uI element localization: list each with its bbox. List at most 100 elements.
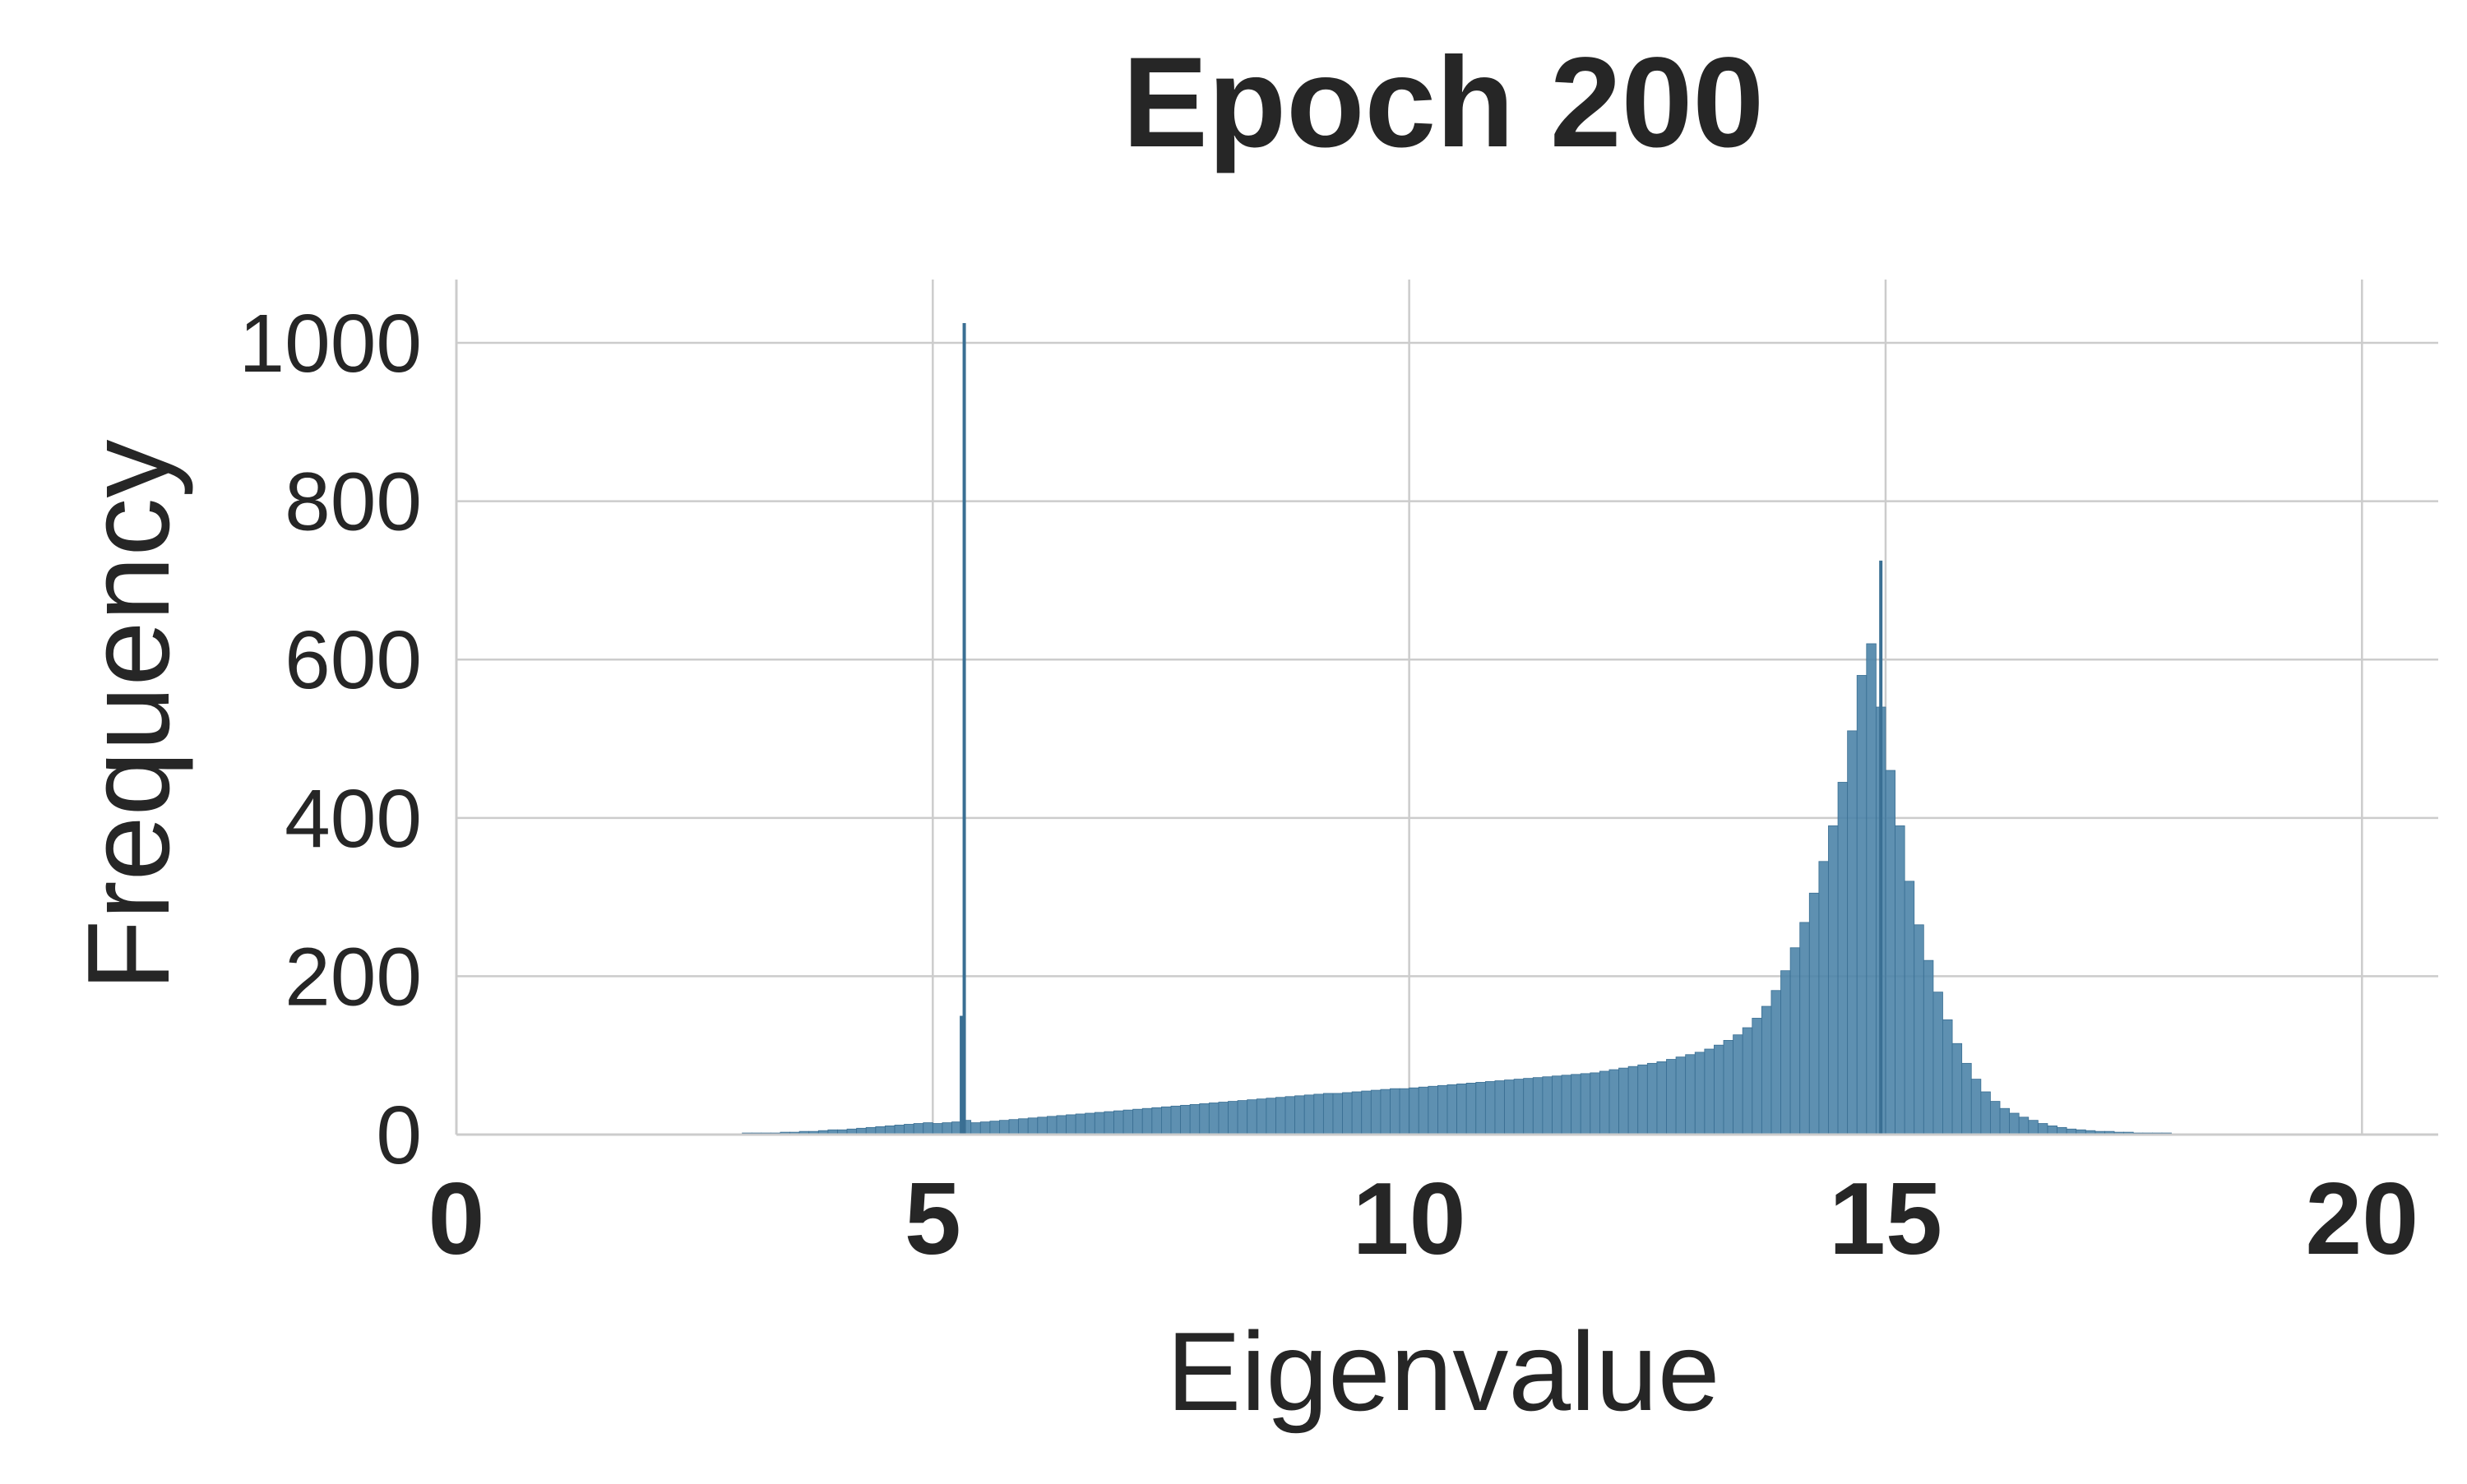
- histogram-bar: [1837, 782, 1849, 1135]
- histogram-bar: [1284, 1096, 1296, 1135]
- histogram-bar: [1465, 1083, 1477, 1135]
- spike-bar-1: [960, 1015, 964, 1135]
- histogram-bar: [1475, 1082, 1486, 1135]
- histogram-bar: [2047, 1126, 2057, 1135]
- histogram-bar: [1980, 1091, 1991, 1135]
- histogram-bar: [1723, 1040, 1733, 1135]
- histogram-bar: [2018, 1116, 2030, 1135]
- histogram-bar: [1208, 1103, 1220, 1135]
- histogram-bar: [1456, 1083, 1467, 1135]
- histogram-bar: [1885, 770, 1895, 1135]
- histogram-bar: [1694, 1052, 1706, 1135]
- histogram-bar: [1037, 1116, 1048, 1135]
- histogram-bar: [913, 1123, 924, 1135]
- histogram-bar: [1761, 1006, 1772, 1135]
- histogram-bar: [884, 1126, 896, 1135]
- x-axis-label: Eigenvalue: [1167, 1309, 1720, 1434]
- histogram-bar: [1818, 861, 1829, 1135]
- histogram-bar: [1018, 1118, 1029, 1135]
- histogram-bar: [1532, 1077, 1544, 1135]
- histogram-bar: [1228, 1101, 1238, 1135]
- histogram-bar: [1351, 1091, 1363, 1135]
- histogram-bar: [979, 1121, 991, 1135]
- histogram-bar: [1361, 1090, 1372, 1135]
- histogram-bar: [1342, 1092, 1353, 1135]
- histogram-bar: [1132, 1108, 1143, 1135]
- histogram-bar: [1199, 1103, 1210, 1135]
- histogram-bar: [1808, 892, 1820, 1135]
- histogram-bar: [1161, 1106, 1172, 1135]
- histogram-bar: [1332, 1093, 1343, 1135]
- histogram-bar: [1951, 1042, 1963, 1135]
- histogram-bar: [1180, 1104, 1191, 1135]
- y-tick-labels: 0 200 400 600 800 1000: [239, 298, 422, 1181]
- histogram-bar: [1742, 1027, 1753, 1135]
- histogram-bar: [1104, 1111, 1114, 1135]
- histogram-bar: [2037, 1123, 2048, 1135]
- histogram-bar: [1866, 643, 1877, 1135]
- x-tick-labels: 0 5 10 15 20: [428, 1163, 2419, 1276]
- x-tick-label: 20: [2305, 1163, 2418, 1276]
- histogram-bar: [1008, 1119, 1020, 1135]
- histogram-bar: [1170, 1105, 1181, 1135]
- y-tick-label: 1000: [239, 298, 422, 390]
- histogram-bar: [1313, 1093, 1324, 1135]
- histogram-bar: [1780, 970, 1791, 1135]
- spike-bar-0: [962, 322, 966, 1135]
- histogram-bar: [1895, 825, 1905, 1135]
- histogram-bar: [1990, 1101, 2001, 1135]
- histogram-bar: [1218, 1102, 1229, 1135]
- histogram-bar: [1428, 1085, 1438, 1135]
- histogram-bar: [1914, 924, 1924, 1135]
- axes-layer: [455, 280, 2438, 1136]
- histogram-bar: [1618, 1067, 1629, 1135]
- histogram-bar: [1409, 1087, 1419, 1135]
- histogram-bar: [1675, 1056, 1687, 1135]
- histogram-bar: [1113, 1110, 1124, 1135]
- histogram-bar: [1799, 922, 1810, 1135]
- histogram-bar: [1303, 1094, 1315, 1135]
- bars-layer: [694, 322, 2219, 1135]
- histogram-bar: [1141, 1107, 1153, 1135]
- histogram-bar: [1094, 1112, 1105, 1135]
- y-axis-label: Frequency: [63, 440, 194, 992]
- histogram-bar: [1542, 1076, 1553, 1135]
- histogram-bar: [1627, 1066, 1639, 1135]
- histogram-bar: [1256, 1098, 1267, 1135]
- chart-title: Epoch 200: [1122, 31, 1764, 174]
- histogram-bar: [1932, 992, 1943, 1135]
- histogram-bar: [2009, 1112, 2020, 1135]
- histogram-bar: [904, 1124, 914, 1135]
- histogram-bar: [942, 1122, 952, 1135]
- histogram-bar: [1904, 881, 1915, 1135]
- histogram-bar: [1390, 1088, 1400, 1135]
- x-tick-label: 0: [428, 1163, 485, 1276]
- histogram-bar: [970, 1122, 981, 1135]
- histogram-bar: [2028, 1120, 2039, 1135]
- histogram-bar: [989, 1121, 1000, 1135]
- histogram-bar: [1770, 990, 1781, 1135]
- histogram-bar: [1704, 1048, 1715, 1135]
- histogram-bar: [1513, 1079, 1525, 1135]
- histogram-bar: [1599, 1070, 1610, 1135]
- histogram-bar: [1085, 1112, 1095, 1135]
- histogram-bar: [1275, 1097, 1286, 1135]
- histogram-bar: [1580, 1073, 1591, 1135]
- histogram-bar: [1656, 1061, 1667, 1135]
- histogram-bar: [1733, 1034, 1743, 1135]
- y-tick-label: 200: [285, 931, 422, 1023]
- histogram-bar: [1637, 1064, 1648, 1135]
- histogram-bar: [1923, 959, 1934, 1135]
- x-tick-label: 15: [1829, 1163, 1942, 1276]
- histogram-bar: [1714, 1044, 1724, 1135]
- histogram-bar: [1247, 1099, 1257, 1135]
- y-tick-label: 400: [285, 773, 422, 865]
- histogram-bar: [1856, 675, 1868, 1135]
- histogram-bar: [1151, 1107, 1162, 1135]
- histogram-bar: [1122, 1109, 1134, 1135]
- histogram-bar: [1828, 825, 1839, 1135]
- y-tick-label: 0: [376, 1089, 422, 1181]
- histogram-bar: [1942, 1019, 1953, 1135]
